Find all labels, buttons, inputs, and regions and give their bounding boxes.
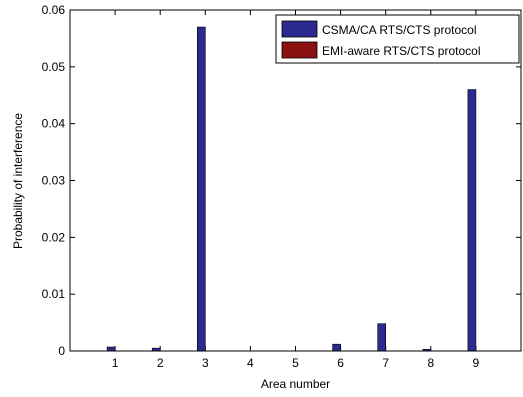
legend-label-csma: CSMA/CA RTS/CTS protocol	[322, 23, 477, 37]
y-axis-label: Probability of interference	[11, 113, 25, 249]
legend-swatch-csma	[281, 20, 318, 38]
bar	[467, 89, 477, 352]
legend-label-emi: EMI-aware RTS/CTS protocol	[322, 44, 481, 58]
bar	[332, 343, 341, 352]
legend: CSMA/CA RTS/CTS protocol EMI-aware RTS/C…	[275, 14, 520, 64]
x-tick-label: 9	[473, 356, 480, 370]
x-axis-label: Area number	[261, 377, 330, 391]
bar	[377, 323, 387, 352]
y-tick-label: 0.01	[42, 287, 66, 301]
x-tick-label: 3	[202, 356, 209, 370]
x-tick-label: 4	[247, 356, 254, 370]
x-tick-label: 7	[382, 356, 389, 370]
x-tick-label: 2	[157, 356, 164, 370]
y-tick-label: 0.03	[42, 174, 66, 188]
bar	[106, 346, 116, 352]
bar	[197, 26, 206, 352]
x-tick-label: 5	[292, 356, 299, 370]
y-tick-label: 0.05	[42, 60, 66, 74]
bars	[106, 26, 477, 352]
legend-swatch-emi	[281, 41, 318, 59]
plot-frame	[69, 9, 522, 352]
x-tick-label: 8	[427, 356, 434, 370]
y-tick-label: 0.02	[42, 230, 66, 244]
y-tick-label: 0	[58, 344, 65, 358]
axis-ticks: 0 0.01 0.02 0.03 0.04 0.05 0.06 1 2 3 4 5 6 7 8 9	[42, 3, 521, 370]
y-tick-label: 0.06	[42, 3, 66, 17]
y-tick-label: 0.04	[42, 117, 66, 131]
x-tick-label: 6	[337, 356, 344, 370]
x-tick-label: 1	[112, 356, 119, 370]
